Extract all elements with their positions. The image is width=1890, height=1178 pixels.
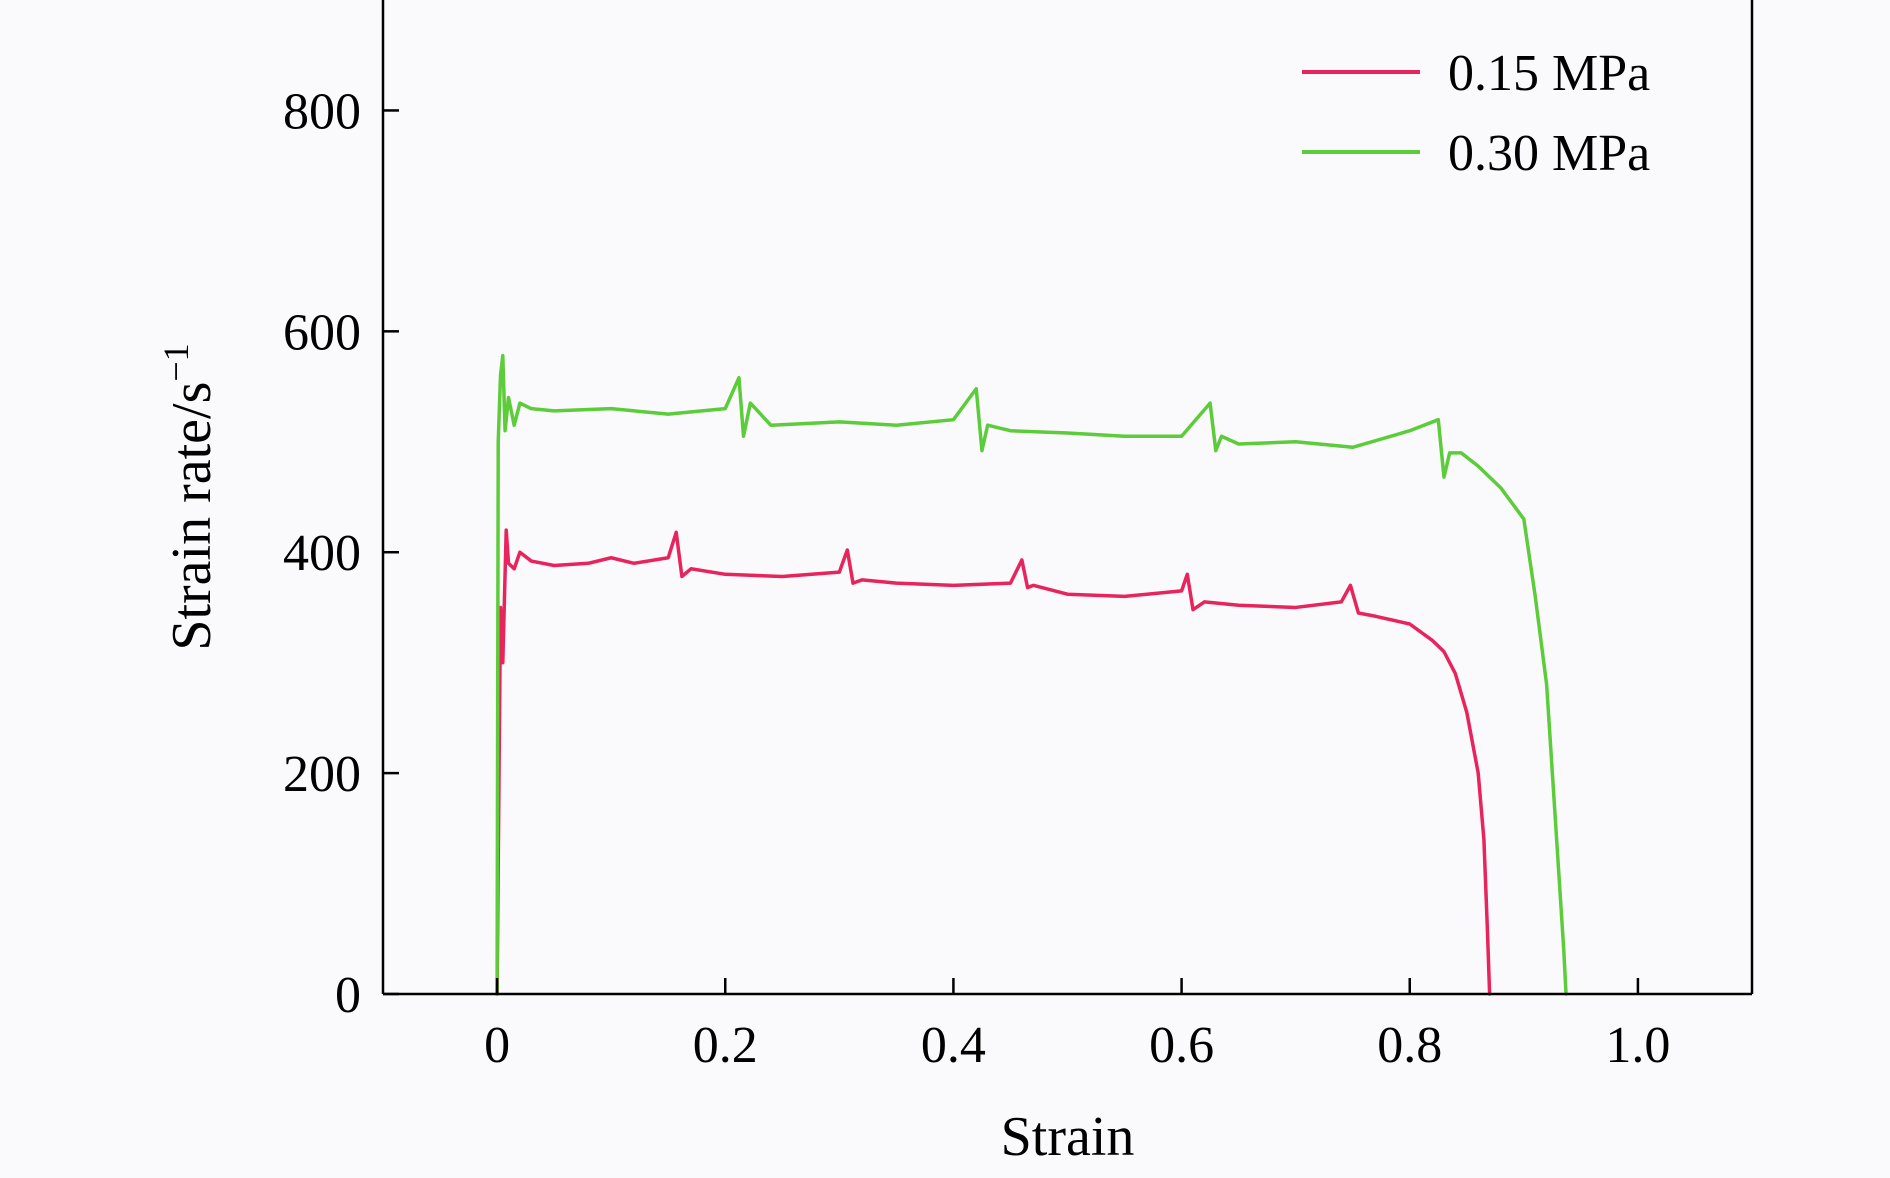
series-line-2	[495, 353, 1568, 996]
x-tick-label: 0.6	[1149, 1017, 1214, 1074]
y-axis-title: Strain rate/s−1	[156, 343, 223, 650]
plot-axes-layer: 0 0.2 0.4 0.6 0.8 1.0 0 200 400 600 800 Strain Strai…	[156, 0, 1754, 1168]
plot-series-layer	[495, 353, 1568, 996]
legend-label-1: 0.15 MPa	[1448, 45, 1650, 102]
legend: 0.15 MPa 0.30 MPa	[1302, 45, 1650, 182]
y-tick-label: 600	[283, 304, 361, 361]
legend-label-2: 0.30 MPa	[1448, 125, 1650, 182]
x-tick-label: 0	[484, 1017, 510, 1074]
series-line-1	[495, 528, 1492, 996]
x-axis-title: Strain	[1001, 1106, 1135, 1168]
x-tick-label: 1.0	[1605, 1017, 1670, 1074]
x-tick-label: 0.8	[1377, 1017, 1442, 1074]
x-tick-label: 0.4	[921, 1017, 986, 1074]
y-tick-label: 0	[335, 967, 361, 1024]
y-tick-label: 400	[283, 525, 361, 582]
y-tick-label: 200	[283, 746, 361, 803]
x-tick-label: 0.2	[693, 1017, 758, 1074]
y-tick-label: 800	[283, 83, 361, 140]
